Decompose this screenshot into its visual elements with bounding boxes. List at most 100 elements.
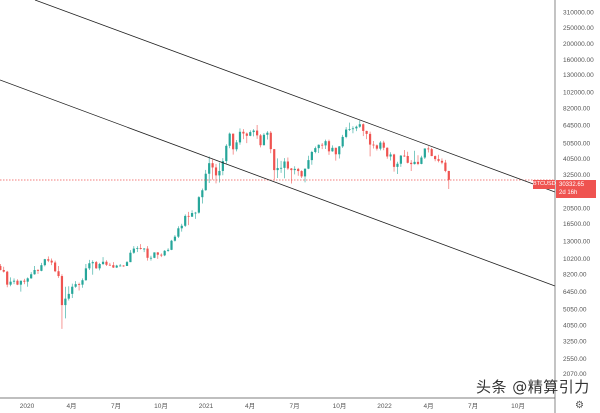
price-tick-label: 2550.00: [563, 356, 587, 363]
candle: [430, 147, 433, 157]
candle: [170, 239, 173, 251]
candle: [423, 148, 426, 159]
time-tick-label: 10月: [333, 402, 347, 410]
candle-body: [204, 173, 207, 191]
candle: [317, 144, 320, 154]
candle-body: [368, 133, 372, 145]
candle-body: [30, 274, 33, 279]
candle-body: [143, 248, 146, 250]
candle: [372, 141, 375, 149]
candle-body: [228, 133, 231, 146]
candle-body: [348, 129, 351, 130]
candle-body: [242, 131, 245, 134]
candle-body: [314, 148, 317, 152]
candle-body: [249, 132, 252, 136]
candle-body: [379, 142, 382, 149]
candle: [95, 261, 98, 269]
candle: [379, 141, 382, 151]
candle-body: [40, 265, 43, 271]
time-tick-label: 4月: [66, 402, 76, 410]
candle: [444, 159, 447, 173]
price-tick-label: 8200.00: [563, 272, 587, 279]
candle-body: [197, 197, 200, 213]
candle-body: [194, 212, 197, 214]
candle-body: [416, 161, 420, 164]
candle: [64, 286, 67, 319]
candle-body: [0, 265, 2, 270]
candle-body: [375, 145, 379, 149]
candle-body: [57, 271, 60, 277]
candle-body: [365, 130, 368, 134]
lower-trendline[interactable]: [0, 79, 556, 287]
candle-body: [389, 154, 392, 157]
candle-body: [310, 151, 313, 161]
candle: [228, 132, 231, 149]
candle-body: [184, 215, 187, 226]
candle-body: [95, 262, 98, 269]
candle: [98, 262, 101, 271]
candle-body: [362, 124, 365, 131]
candle-body: [36, 269, 40, 271]
price-tick-label: 82000.00: [563, 105, 590, 112]
last-price-label: 30332.65 2d 16h: [556, 180, 596, 198]
symbol-label: BTCUSD: [533, 180, 556, 189]
price-axis-background[interactable]: [555, 0, 600, 413]
candle-body: [372, 144, 375, 146]
candle: [279, 160, 283, 173]
time-axis[interactable]: 2020 4月 7月 10月 2021 4月 7月 10月 2022 4月 7月 10月: [20, 402, 525, 410]
candle-body: [2, 269, 5, 272]
candle-body: [108, 264, 111, 266]
candle-body: [410, 162, 413, 165]
candle: [108, 262, 111, 266]
candle: [177, 226, 180, 238]
price-tick-label: 130000.00: [563, 72, 594, 79]
time-tick-label: 10月: [511, 402, 525, 410]
candle-body: [225, 145, 228, 162]
candle: [307, 155, 310, 170]
candle: [218, 162, 221, 183]
candle: [204, 169, 207, 191]
candle-body: [300, 171, 303, 177]
candle-body: [98, 264, 101, 269]
gear-icon[interactable]: ⚙: [575, 400, 584, 411]
candle-body: [423, 148, 426, 158]
candle: [225, 144, 228, 164]
candle-body: [208, 163, 211, 174]
candle-body: [84, 268, 88, 281]
candle-body: [382, 142, 385, 148]
candle: [57, 265, 60, 278]
candle-body: [283, 161, 286, 168]
candle-body: [81, 280, 84, 285]
candle-body: [149, 257, 153, 259]
candle-body: [269, 132, 272, 150]
candle-body: [396, 163, 399, 167]
candle-body: [201, 190, 204, 198]
candle: [396, 161, 399, 174]
upper-trendline[interactable]: [34, 0, 556, 193]
candle: [36, 269, 40, 274]
candle-body: [403, 155, 406, 157]
candle-body: [60, 276, 64, 306]
candle: [26, 277, 29, 287]
candle-body: [136, 247, 139, 249]
price-axis[interactable]: 310000.00 250000.00 200000.00 160000.00 1300…: [563, 9, 594, 378]
candle-body: [180, 225, 183, 229]
candle: [245, 132, 248, 144]
candle: [440, 158, 444, 165]
candle: [136, 246, 139, 253]
candles-layer: [0, 120, 450, 329]
candle-body: [153, 252, 156, 258]
candle: [166, 248, 170, 252]
candle-body: [273, 149, 276, 171]
candle-body: [406, 155, 409, 163]
candle-body: [355, 126, 358, 129]
candle: [40, 262, 43, 272]
candle-body: [218, 170, 221, 176]
time-tick-label: 4月: [423, 402, 433, 410]
candle-body: [327, 141, 331, 152]
candle: [74, 281, 77, 288]
candle: [184, 214, 187, 227]
candle: [413, 150, 416, 165]
candle-body: [9, 281, 12, 285]
